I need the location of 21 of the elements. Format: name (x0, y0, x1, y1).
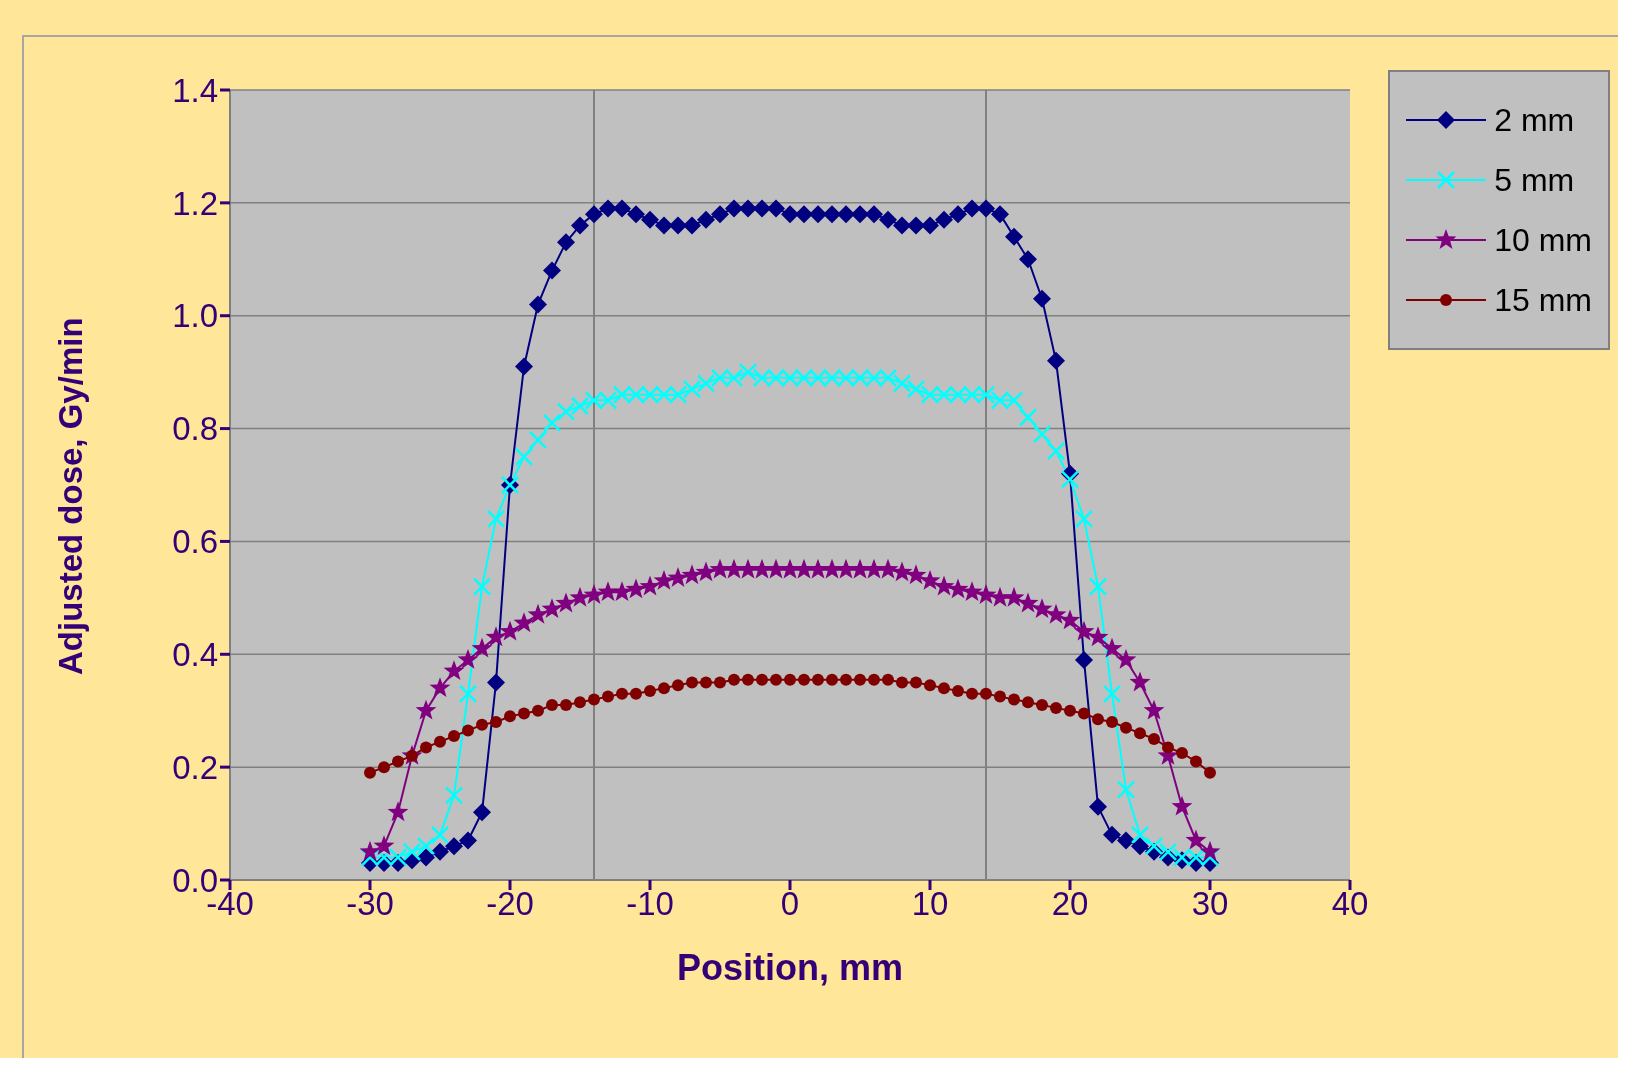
y-tick-label: 0.6 (172, 523, 218, 561)
x-tick-label: 0 (780, 885, 800, 923)
y-tick-label: 0.4 (172, 636, 218, 673)
x-tick-label: -30 (346, 885, 394, 923)
x-tick-label: 20 (1051, 885, 1089, 923)
y-tick-label: 0.2 (172, 748, 218, 786)
x-axis-title: Position, mm (676, 947, 904, 988)
legend-label: 2 mm (1494, 101, 1575, 139)
y-tick-label: 0.8 (172, 410, 218, 448)
x-tick-label: 10 (911, 885, 949, 923)
x-tick-label: 40 (1331, 885, 1369, 923)
y-tick-label: 1.4 (172, 71, 218, 109)
x-tick-label: -20 (486, 885, 534, 923)
y-tick-label: 1.0 (172, 297, 218, 335)
legend-label: 5 mm (1494, 161, 1575, 199)
legend-label: 10 mm (1494, 221, 1592, 259)
legend-label: 15 mm (1494, 281, 1592, 319)
y-axis-title: Adjusted dose, Gy/min (51, 317, 89, 675)
x-tick-label: -10 (626, 885, 674, 923)
x-tick-label: 30 (1191, 885, 1229, 923)
y-tick-label: 1.2 (172, 184, 218, 222)
